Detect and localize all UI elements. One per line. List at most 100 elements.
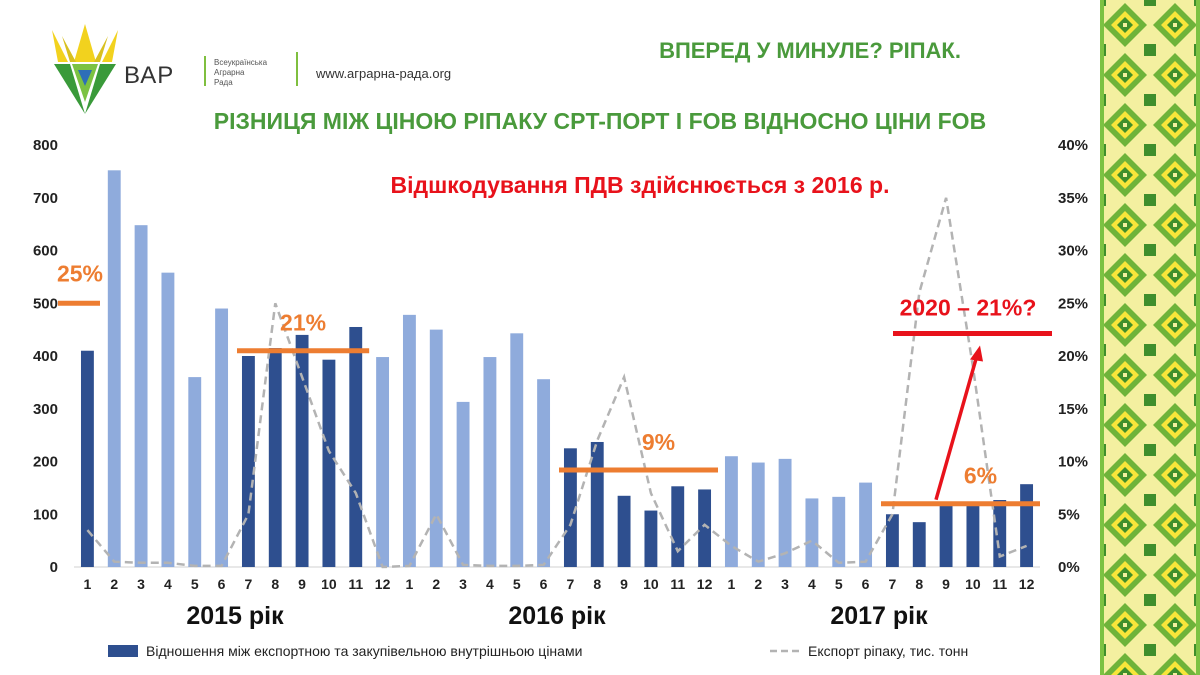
bar — [510, 333, 524, 567]
y-left-tick-label: 0 — [50, 559, 58, 576]
x-tick-label: 9 — [298, 576, 306, 592]
x-axis-ticks: 1 2 3 4 5 6 7 8 9 10 11 12 1 2 3 4 5 6 7 8 9 10 11 12 1 2 3 4 5 6 7 8 9 1… — [84, 576, 1035, 592]
bar — [241, 356, 255, 567]
y-axis-left: 0 100 200 300 400 500 600 700 800 — [33, 137, 1040, 576]
x-tick-label: 12 — [697, 576, 713, 592]
bar — [751, 462, 765, 567]
bar — [188, 377, 202, 567]
bar — [563, 448, 577, 567]
x-tick-label: 3 — [137, 576, 145, 592]
y-right-tick-label: 20% — [1058, 348, 1088, 365]
bar — [912, 522, 926, 567]
x-tick-label: 8 — [271, 576, 279, 592]
y-left-tick-label: 100 — [33, 506, 58, 523]
bar — [698, 489, 712, 567]
url-divider — [296, 52, 298, 86]
x-tick-label: 9 — [620, 576, 628, 592]
y-left-tick-label: 600 — [33, 243, 58, 260]
y-right-tick-label: 15% — [1058, 401, 1088, 418]
logo-org-line: Аграрна — [214, 68, 245, 77]
bar — [429, 329, 443, 567]
embroidery-ornament — [1100, 0, 1200, 675]
bar — [161, 272, 175, 567]
chart: 0 100 200 300 400 500 600 700 800 0% 5% 10% 15% 20% 2… — [33, 137, 1088, 659]
x-tick-label: 10 — [643, 576, 659, 592]
bar — [966, 502, 980, 567]
level-label: 21% — [280, 310, 326, 336]
year-label: 2016 рік — [508, 602, 606, 630]
bar — [671, 486, 685, 567]
x-tick-label: 2 — [754, 576, 762, 592]
legend-line-label: Експорт ріпаку, тис. тонн — [808, 643, 968, 659]
bar — [134, 225, 148, 567]
bar — [537, 379, 551, 567]
x-tick-label: 8 — [593, 576, 601, 592]
x-tick-label: 3 — [781, 576, 789, 592]
x-tick-label: 1 — [84, 576, 92, 592]
bar — [885, 514, 899, 567]
bar — [376, 357, 390, 567]
bar-series — [80, 170, 1034, 567]
x-tick-label: 11 — [992, 576, 1007, 592]
y-right-tick-label: 0% — [1058, 559, 1080, 576]
bar — [617, 495, 631, 567]
year-labels: 2015 рік 2016 рік 2017 рік — [186, 602, 928, 630]
bar — [456, 401, 470, 567]
legend: Відношення між експортною та закупівельн… — [108, 643, 968, 659]
x-tick-label: 8 — [915, 576, 923, 592]
x-tick-label: 5 — [835, 576, 843, 592]
y-right-tick-label: 25% — [1058, 295, 1088, 312]
bar — [215, 308, 229, 567]
x-tick-label: 10 — [965, 576, 981, 592]
x-tick-label: 6 — [218, 576, 226, 592]
year-label: 2017 рік — [830, 602, 928, 630]
bar — [80, 350, 94, 567]
bar — [993, 500, 1007, 567]
x-tick-label: 4 — [486, 576, 494, 592]
bar — [483, 357, 497, 567]
logo-org-name: Всеукраїнська Аграрна Рада — [214, 58, 267, 88]
bar — [295, 334, 309, 567]
y-left-tick-label: 700 — [33, 190, 58, 207]
bar — [832, 496, 846, 567]
legend-bar-swatch — [108, 645, 138, 657]
y-right-tick-label: 5% — [1058, 506, 1080, 523]
logo-divider — [204, 56, 206, 86]
x-tick-label: 12 — [1019, 576, 1035, 592]
logo-text: ВАР — [124, 62, 175, 89]
forecast-label: 2020 – 21%? — [900, 294, 1037, 320]
x-tick-label: 7 — [245, 576, 253, 592]
x-tick-label: 1 — [728, 576, 736, 592]
logo-org-line: Рада — [214, 78, 233, 87]
logo-org-line: Всеукраїнська — [214, 58, 268, 67]
arrow-head — [970, 345, 983, 362]
x-tick-label: 2 — [110, 576, 118, 592]
bar — [1020, 484, 1034, 567]
bar — [107, 170, 121, 567]
arrow-shaft — [934, 354, 979, 501]
x-tick-label: 5 — [513, 576, 521, 592]
bar — [859, 482, 873, 567]
x-tick-label: 7 — [889, 576, 897, 592]
x-tick-label: 6 — [540, 576, 548, 592]
y-left-tick-label: 300 — [33, 401, 58, 418]
x-tick-label: 3 — [459, 576, 467, 592]
x-tick-label: 2 — [432, 576, 440, 592]
x-tick-label: 4 — [164, 576, 172, 592]
bar — [805, 498, 819, 567]
y-left-tick-label: 400 — [33, 348, 58, 365]
x-tick-label: 4 — [808, 576, 816, 592]
chart-title: РІЗНИЦЯ МІЖ ЦІНОЮ РІПАКУ CPT-ПОРТ І FOB … — [213, 108, 987, 134]
x-tick-label: 5 — [191, 576, 199, 592]
y-right-tick-label: 40% — [1058, 137, 1088, 154]
bar — [268, 348, 282, 567]
bar — [939, 503, 953, 567]
x-tick-label: 6 — [862, 576, 870, 592]
x-tick-label: 12 — [375, 576, 391, 592]
bar — [778, 458, 792, 567]
x-tick-label: 11 — [670, 576, 685, 592]
level-label: 6% — [964, 463, 997, 489]
y-right-tick-label: 30% — [1058, 243, 1088, 260]
bar — [322, 359, 336, 567]
bar — [724, 456, 738, 567]
